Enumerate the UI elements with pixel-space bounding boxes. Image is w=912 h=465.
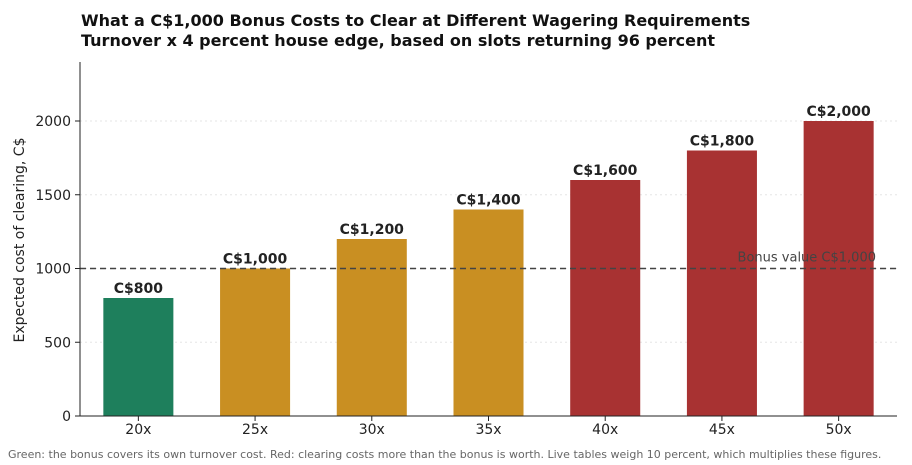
bars <box>103 121 874 416</box>
reference-line-label: Bonus value C$1,000 <box>738 251 876 266</box>
x-tick-label: 35x <box>475 422 501 438</box>
x-tick-label: 45x <box>709 422 735 438</box>
y-tick-label: 0 <box>62 409 71 425</box>
bar-25x <box>220 268 291 416</box>
data-labels: C$800 C$1,000 C$1,200 C$1,400 C$1,600 C$1,800… <box>114 104 871 297</box>
y-axis-label: Expected cost of clearing, C$ <box>12 138 28 343</box>
y-tick-label: 500 <box>44 335 71 351</box>
x-tick-label: 30x <box>359 422 385 438</box>
bar-40x <box>570 180 641 416</box>
title-line-1: What a C$1,000 Bonus Costs to Clear at D… <box>81 11 751 30</box>
y-tick-label: 1500 <box>35 188 71 204</box>
x-tick-label: 40x <box>592 422 618 438</box>
data-label: C$800 <box>114 281 163 297</box>
title-line-2: Turnover x 4 percent house edge, based o… <box>81 31 715 50</box>
data-label: C$1,000 <box>223 252 288 268</box>
y-tick-label: 1000 <box>35 262 71 278</box>
bar-30x <box>336 239 407 416</box>
x-tick-label: 50x <box>826 422 852 438</box>
data-label: C$1,800 <box>690 134 755 150</box>
chart-title: What a C$1,000 Bonus Costs to Clear at D… <box>81 11 750 51</box>
x-tick-label: 20x <box>125 422 151 438</box>
bar-chart: Bonus value C$1,000 0 500 1000 1500 2000 20x 2… <box>12 62 897 438</box>
data-label: C$2,000 <box>806 104 871 120</box>
x-tick-label: 25x <box>242 422 268 438</box>
data-label: C$1,600 <box>573 163 638 179</box>
bar-35x <box>453 209 524 416</box>
bar-20x <box>103 298 174 416</box>
axes: 0 500 1000 1500 2000 20x 25x 30x 35x 40x 45x 50x <box>35 62 897 438</box>
data-label: C$1,400 <box>456 193 521 209</box>
data-label: C$1,200 <box>340 222 405 238</box>
y-tick-label: 2000 <box>35 114 71 130</box>
bar-45x <box>686 150 757 416</box>
reference-line-group: Bonus value C$1,000 <box>80 251 897 270</box>
footnote: Green: the bonus covers its own turnover… <box>8 448 882 461</box>
